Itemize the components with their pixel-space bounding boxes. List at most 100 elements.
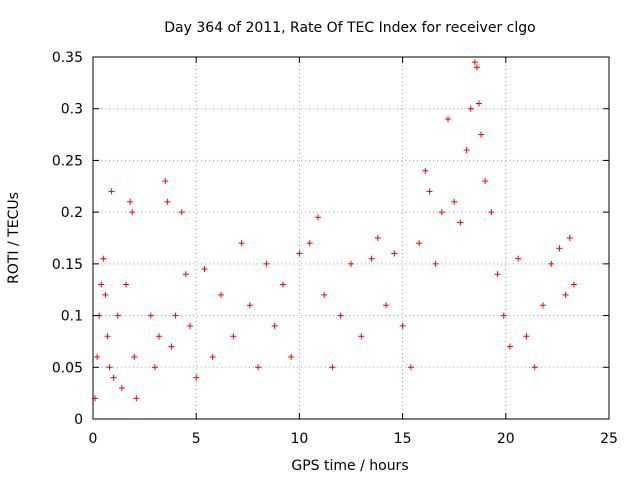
data-point [110,374,117,381]
data-point [230,333,237,340]
data-point [337,312,344,319]
data-point [463,147,470,154]
data-point [209,353,216,360]
y-tick-label: 0.15 [52,257,83,273]
data-point [515,255,522,262]
chart-title: Day 364 of 2011, Rate Of TEC Index for r… [164,20,535,36]
data-point [217,291,224,298]
data-point [296,250,303,257]
data-point [156,333,163,340]
data-point [467,105,474,112]
grid-lines [93,57,609,419]
y-tick-label: 0.25 [52,153,83,169]
x-axis-label: GPS time / hours [291,458,408,474]
data-point [416,240,423,247]
data-point [164,198,171,205]
data-point [168,343,175,350]
data-point [329,364,336,371]
data-point [473,64,480,71]
data-point [104,333,111,340]
data-point [566,235,573,241]
data-point [98,281,105,288]
data-point [570,281,577,288]
y-tick-label: 0.2 [61,205,83,221]
data-point [348,260,354,267]
data-point [182,271,189,278]
data-point [494,271,501,278]
data-point [178,209,185,216]
data-point [151,364,158,371]
data-point [482,178,489,185]
data-point [106,364,113,371]
data-point [263,260,270,267]
data-point [438,209,445,216]
x-tick-label: 5 [192,431,201,447]
x-tick-label: 15 [394,431,412,447]
data-point [383,302,390,309]
data-point [488,209,495,216]
data-point [475,100,482,107]
data-point [131,353,138,360]
data-point [432,260,439,267]
data-point [162,178,169,185]
data-point [314,214,321,221]
data-point [506,343,513,350]
y-tick-label: 0 [74,412,83,428]
data-point [108,188,115,195]
data-point [129,209,136,216]
data-point [399,322,406,329]
data-point [531,364,538,371]
data-point [123,281,130,288]
data-point [147,312,154,319]
data-point [451,198,458,205]
data-point [114,312,121,319]
x-tick-label: 0 [89,431,98,447]
data-point [374,235,381,241]
data-point [127,198,134,205]
data-point [478,131,485,138]
data-point [321,291,328,298]
data-point [172,312,179,319]
data-point [102,291,109,298]
data-point [471,59,478,66]
plot-frame [92,56,610,420]
data-point [548,260,555,267]
data-point [288,353,295,360]
y-tick-label: 0.3 [61,102,83,118]
y-tick-label: 0.35 [52,50,83,66]
data-point [457,219,464,226]
data-points [92,59,577,402]
data-point [422,167,429,174]
data-point [368,255,375,262]
data-point [100,255,107,262]
data-point [187,322,194,329]
x-axis-ticks: 0 5 10 15 20 25 [89,57,618,447]
data-point [94,353,101,360]
y-axis-label: ROTI / TECUs [6,192,22,284]
data-point [562,291,569,298]
x-tick-label: 20 [497,431,515,447]
data-point [523,333,530,340]
data-point [500,312,507,319]
data-point [306,240,313,247]
y-tick-label: 0.1 [61,309,83,325]
y-tick-label: 0.05 [52,360,83,376]
data-point [445,116,452,123]
data-point [133,395,140,402]
data-point [539,302,546,309]
x-tick-label: 10 [290,431,308,447]
x-tick-label: 25 [600,431,618,447]
data-point [201,266,208,273]
data-point [255,364,262,371]
data-point [118,384,125,391]
y-axis-ticks: 0 0.05 0.1 0.15 0.2 0.25 0.3 0.35 [52,50,609,428]
data-point [391,250,398,257]
data-point [238,240,245,247]
data-point [556,245,563,252]
data-point [246,302,253,309]
data-point [407,364,414,371]
data-point [279,281,286,288]
data-point [358,333,365,340]
data-point [271,322,278,329]
data-point [426,188,433,195]
